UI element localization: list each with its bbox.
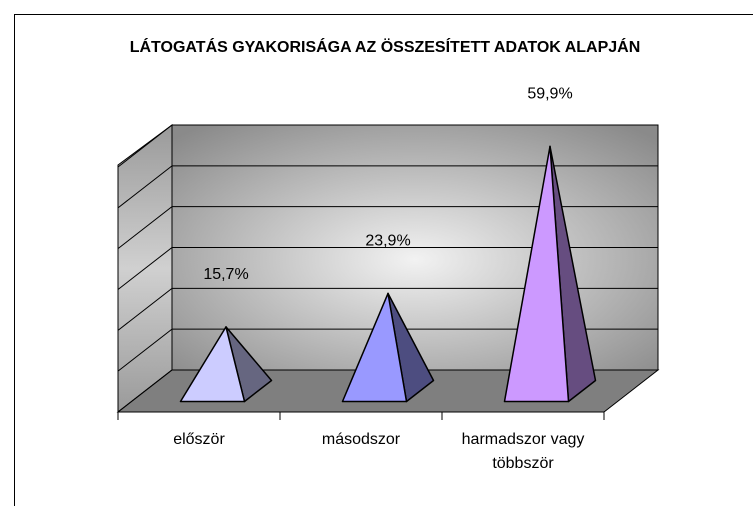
pyramid-front [503,145,570,403]
x-tick-label: harmadszor vagy többször [461,431,585,472]
value-label: 15,7% [203,266,248,283]
grid-line [117,328,658,372]
pyramid-front [341,292,408,403]
grid-line [117,247,658,290]
pyramid-front [179,326,246,403]
value-label: 59,9% [527,85,572,102]
pyramid [341,292,435,403]
grid-line [117,287,658,331]
chart-frame [14,14,753,506]
value-label: 23,9% [365,232,410,249]
chart-title: LÁTOGATÁS GYAKORISÁGA AZ ÖSSZESÍTETT ADA… [129,39,641,56]
grid-line [117,206,658,250]
x-tick-label: másodszor [321,431,401,448]
grid-line [117,369,658,413]
grid-line [117,165,658,209]
grid-line [117,124,658,168]
pyramid [503,145,597,403]
pyramid [179,326,273,403]
x-tick-label: először [173,431,225,448]
